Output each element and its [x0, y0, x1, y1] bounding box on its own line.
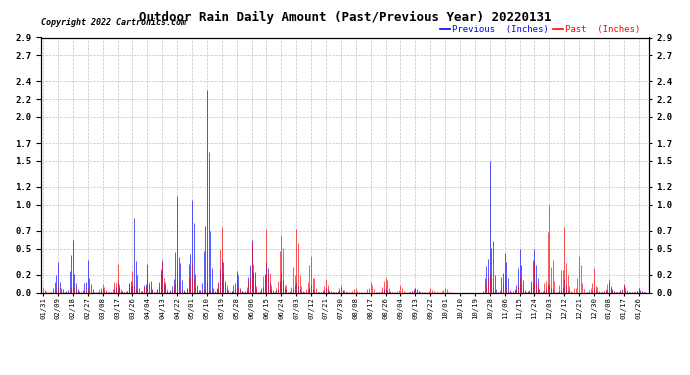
Text: Copyright 2022 Cartronics.com: Copyright 2022 Cartronics.com: [41, 18, 186, 27]
Text: Outdoor Rain Daily Amount (Past/Previous Year) 20220131: Outdoor Rain Daily Amount (Past/Previous…: [139, 11, 551, 24]
Legend: Previous  (Inches), Past  (Inches): Previous (Inches), Past (Inches): [437, 22, 644, 38]
